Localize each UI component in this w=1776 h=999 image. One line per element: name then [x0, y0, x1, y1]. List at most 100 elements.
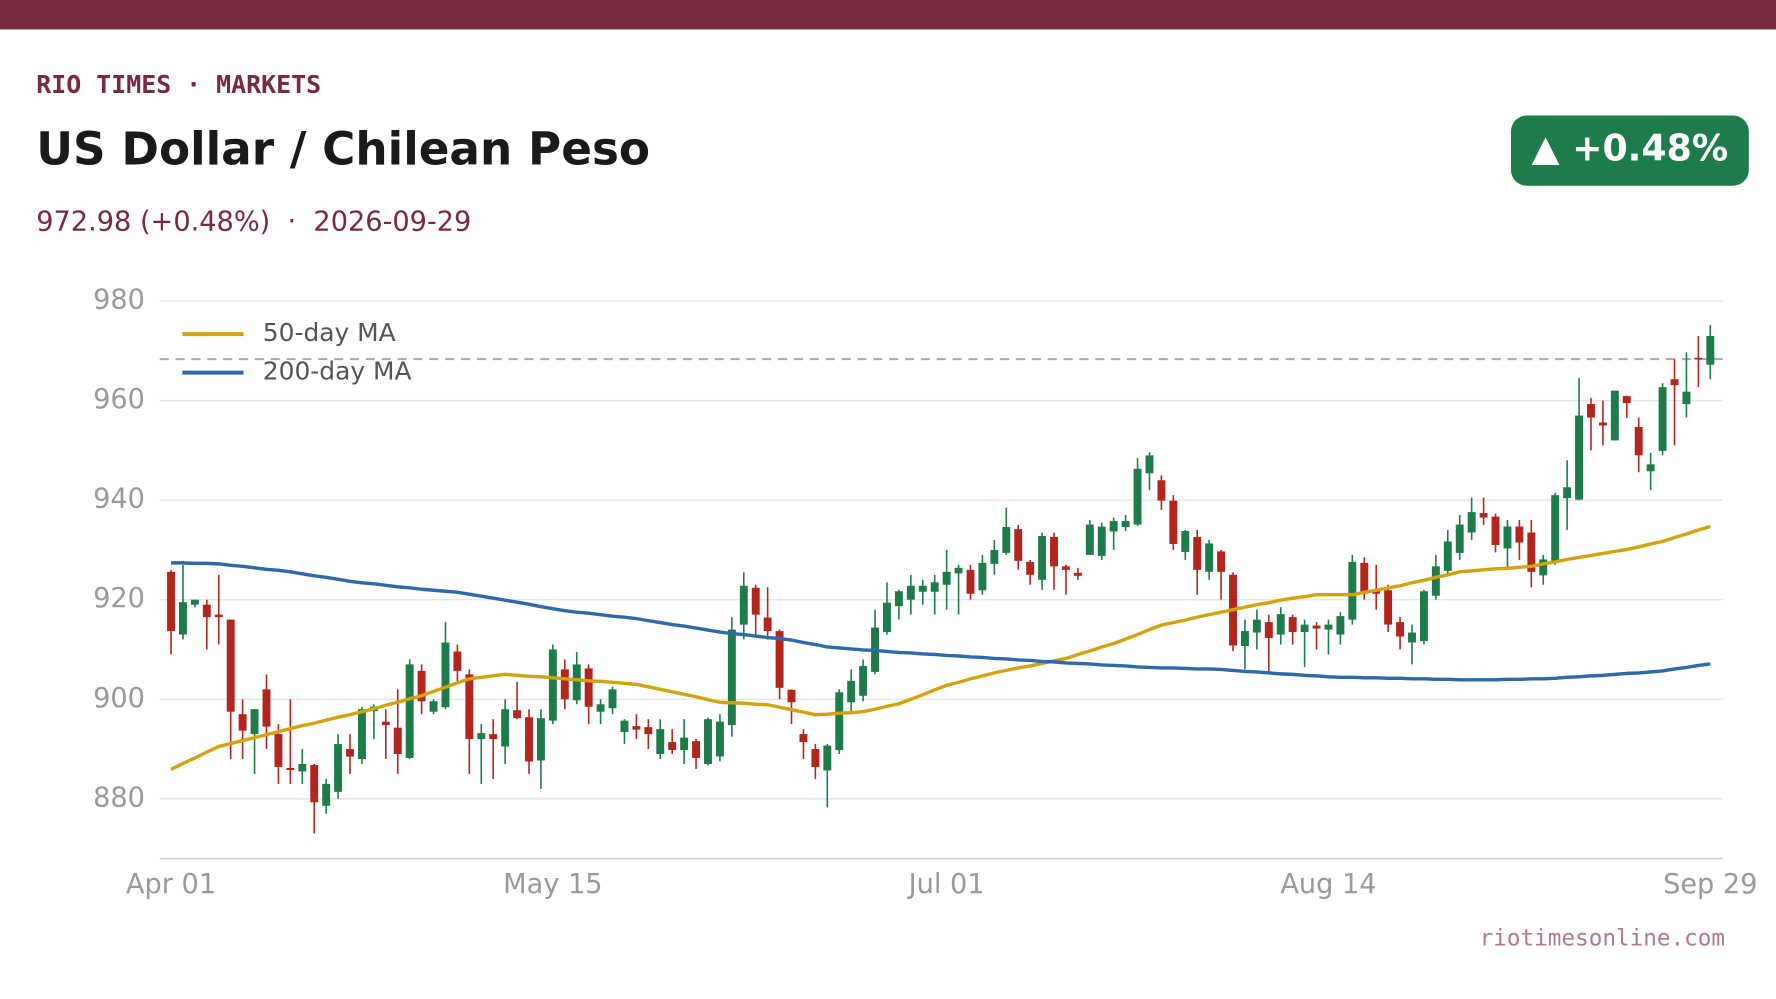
candle-body — [1622, 396, 1631, 404]
candle-body — [1181, 531, 1190, 552]
candle-body — [1336, 616, 1345, 635]
candle-body — [966, 569, 975, 594]
candle-body — [763, 617, 772, 632]
legend-label: 50-day MA — [263, 318, 396, 347]
x-tick-label: Jul 01 — [907, 869, 985, 900]
candle-body — [501, 709, 510, 747]
candle-body — [918, 585, 927, 592]
candle-body — [1061, 566, 1070, 570]
candle-body — [954, 567, 963, 574]
legend: 50-day MA 200-day MA — [182, 318, 412, 386]
x-tick-label: Sep 29 — [1663, 869, 1757, 900]
candle-body — [1002, 527, 1011, 553]
candle-body — [823, 745, 832, 771]
candle-body — [799, 734, 808, 743]
candle-body — [381, 721, 390, 726]
y-tick-label: 880 — [93, 782, 145, 813]
candle-body — [1634, 426, 1643, 456]
candle-body — [1491, 516, 1500, 545]
candle-body — [1670, 379, 1679, 386]
candle-body — [620, 720, 629, 733]
candle-body — [1563, 487, 1572, 499]
y-tick-label: 900 — [93, 683, 145, 714]
candle-body — [429, 701, 438, 712]
candle-body — [1682, 391, 1691, 405]
candle-body — [704, 719, 712, 764]
candle-body — [1443, 541, 1452, 571]
candle-body — [536, 718, 545, 761]
top-bar — [0, 0, 1776, 30]
candle-body — [262, 689, 271, 727]
candle-body — [513, 710, 522, 719]
candle-body — [178, 602, 187, 635]
candle-body — [1073, 572, 1082, 576]
candle-body — [1479, 513, 1488, 518]
y-tick-label: 940 — [93, 484, 145, 515]
candle-body — [942, 571, 951, 585]
candle-body — [1431, 566, 1440, 596]
x-tick-label: May 15 — [503, 869, 602, 900]
candle-body — [417, 670, 426, 702]
candle-body — [334, 744, 343, 792]
candle-body — [1193, 536, 1202, 570]
candle-body — [1145, 455, 1154, 474]
candle-body — [727, 629, 736, 726]
candle-body — [1503, 526, 1512, 549]
candle-body — [1121, 521, 1130, 528]
candle-body — [346, 749, 354, 757]
grid: 880 900 920 940 960 980 Apr 01 May 15 Jul 01 Aug … — [93, 285, 1757, 901]
candle-body — [1312, 625, 1321, 629]
candle-body — [1515, 526, 1524, 543]
candle-body — [1252, 619, 1261, 633]
candle-body — [1157, 480, 1166, 501]
candle-body — [978, 562, 987, 591]
candle-body — [202, 604, 211, 618]
candle-body — [1658, 387, 1667, 451]
candle-body — [1324, 624, 1333, 630]
subtitle: 972.98 (+0.48%) · 2026-09-29 — [36, 207, 471, 238]
candle-body — [1085, 524, 1094, 555]
candle-body — [357, 709, 366, 759]
x-tick-label: Aug 14 — [1280, 869, 1376, 900]
candle-body — [1455, 524, 1464, 553]
candle-body — [1348, 561, 1357, 620]
candle-body — [525, 717, 533, 762]
candle-body — [1014, 529, 1023, 561]
brand: RIO TIMES · MARKETS — [36, 70, 321, 99]
candle-body — [835, 692, 844, 751]
change-badge-text: ▲ +0.48% — [1532, 127, 1729, 170]
candle-body — [906, 585, 915, 600]
candle-body — [787, 689, 796, 703]
candle-body — [1610, 390, 1619, 441]
plot — [159, 324, 1723, 834]
candle-body — [405, 664, 414, 759]
candle-body — [560, 669, 569, 700]
candle-body — [692, 741, 701, 759]
candle-body — [226, 619, 235, 712]
candle-body — [1646, 464, 1655, 472]
candle-body — [1587, 404, 1595, 418]
candle-body — [1038, 535, 1047, 580]
candle-body — [715, 721, 724, 757]
candle-body — [883, 602, 891, 633]
candle-body — [572, 664, 581, 701]
candle-body — [465, 674, 474, 740]
candle-body — [1384, 590, 1393, 625]
candle-body — [1408, 632, 1416, 643]
candle-body — [859, 665, 868, 696]
candle-body — [656, 729, 665, 755]
candle-body — [167, 571, 175, 632]
y-tick-label: 960 — [93, 384, 145, 415]
candle-body — [1598, 422, 1607, 426]
y-tick-label: 980 — [93, 285, 145, 316]
candle-body — [1205, 543, 1214, 572]
candle-body — [322, 783, 331, 806]
x-tick-label: Apr 01 — [126, 869, 216, 900]
ma-line — [171, 561, 1711, 682]
ma-line — [170, 524, 1711, 771]
candle-body — [668, 742, 677, 751]
candle-body — [644, 727, 653, 735]
candle-body — [310, 764, 319, 803]
